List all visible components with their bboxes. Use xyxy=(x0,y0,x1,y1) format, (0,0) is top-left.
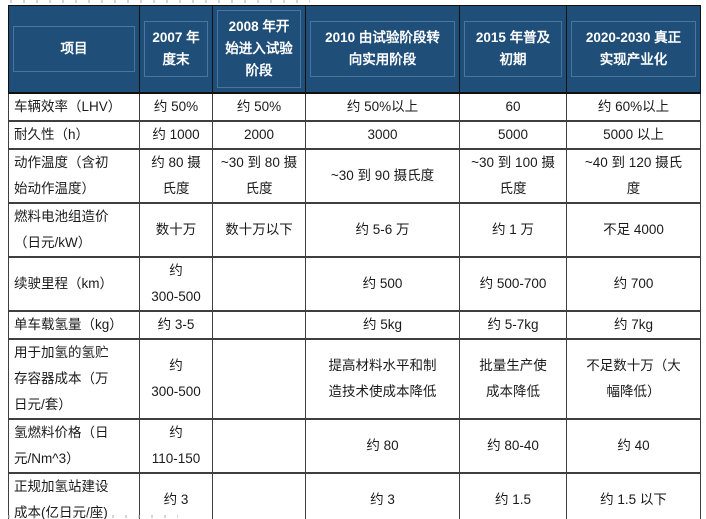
table-body: 车辆效率（LHV） 约 50% 约 50% 约 50%以上 60 约 60%以上… xyxy=(8,92,701,519)
row-label: 燃料电池组造价 （日元/kW） xyxy=(8,202,140,258)
col-header-label: 项目 xyxy=(60,41,88,56)
table-cell: 约 50% xyxy=(212,92,306,122)
table-cell: 约 3 xyxy=(139,472,213,519)
col-header-2015: 2015 年普及 初期 xyxy=(459,5,567,94)
table-row-operating-temperature: 动作温度（含初 始动作温度） 约 80 摄 氏度 ~30 到 80 摄 氏度 ~… xyxy=(8,148,701,204)
table-cell: 约 300-500 xyxy=(139,256,213,312)
header-box: 项目 xyxy=(13,26,135,72)
col-header-label: 2020-2030 真正 实现产业化 xyxy=(585,30,682,67)
table-header: 项目 2007 年 度末 2008 年开 始进入试验 阶段 2010 由试验阶段… xyxy=(8,5,701,94)
table-row-stack-cost: 燃料电池组造价 （日元/kW） 数十万 数十万以下 约 5-6 万 约 1 万 … xyxy=(8,202,701,258)
table-cell xyxy=(212,338,306,420)
table-row-refueling-station-cost: 正规加氢站建设 成本(亿日元/座) 约 3 约 3 约 1.5 约 1.5 以下 xyxy=(8,472,701,519)
table-cell: 约 50% xyxy=(139,92,213,122)
table-cell: 不足数十万（大 幅降低） xyxy=(566,338,701,420)
table-cell: 约 7kg xyxy=(566,310,701,340)
table-row-driving-range: 续驶里程（km） 约 300-500 约 500 约 500-700 约 700 xyxy=(8,256,701,312)
row-label: 动作温度（含初 始动作温度） xyxy=(8,148,140,204)
table-cell: 约 500 xyxy=(305,256,460,312)
table-cell: 3000 xyxy=(305,120,460,150)
header-box: 2008 年开 始进入试验 阶段 xyxy=(217,10,301,88)
table-row-durability: 耐久性（h） 约 1000 2000 3000 5000 5000 以上 xyxy=(8,120,701,150)
table-cell: 约 5kg xyxy=(305,310,460,340)
table-cell xyxy=(212,256,306,312)
col-header-2020-2030: 2020-2030 真正 实现产业化 xyxy=(566,5,701,94)
table-cell: ~40 到 120 摄氏 度 xyxy=(566,148,701,204)
table-cell: 数十万 xyxy=(139,202,213,258)
table-row-hydrogen-capacity: 单车载氢量（kg） 约 3-5 约 5kg 约 5-7kg 约 7kg xyxy=(8,310,701,340)
table-cell: 5000 以上 xyxy=(566,120,701,150)
table-cell: 约 5-6 万 xyxy=(305,202,460,258)
table-cell: 约 110-150 xyxy=(139,418,213,474)
col-header-label: 2008 年开 始进入试验 阶段 xyxy=(225,19,293,78)
row-label: 耐久性（h） xyxy=(8,120,140,150)
table-cell: 提高材料水平和制 造技术使成本降低 xyxy=(305,338,460,420)
table-cell: 约 50%以上 xyxy=(305,92,460,122)
table-row-vehicle-efficiency: 车辆效率（LHV） 约 50% 约 50% 约 50%以上 60 约 60%以上 xyxy=(8,92,701,122)
table-cell: 约 1.5 xyxy=(459,472,567,519)
table-cell: 约 500-700 xyxy=(459,256,567,312)
header-box: 2010 由试验阶段转 向实用阶段 xyxy=(310,21,455,77)
table-cell: 约 3-5 xyxy=(139,310,213,340)
col-header-label: 2010 由试验阶段转 向实用阶段 xyxy=(325,30,440,67)
table-cell: 约 300-500 xyxy=(139,338,213,420)
row-label: 正规加氢站建设 成本(亿日元/座) xyxy=(8,472,140,519)
table-row-hydrogen-fuel-price: 氢燃料价格（日 元/Nm^3） 约 110-150 约 80 约 80-40 约… xyxy=(8,418,701,474)
col-header-label: 2007 年 度末 xyxy=(152,30,200,67)
table-cell: 2000 xyxy=(212,120,306,150)
table-cell: 批量生产使 成本降低 xyxy=(459,338,567,420)
row-label: 续驶里程（km） xyxy=(8,256,140,312)
cut-off-text-sliver-bottom xyxy=(8,515,178,518)
row-label: 氢燃料价格（日 元/Nm^3） xyxy=(8,418,140,474)
table-cell: 60 xyxy=(459,92,567,122)
table-cell: 约 700 xyxy=(566,256,701,312)
row-label: 单车载氢量（kg） xyxy=(8,310,140,340)
table-cell: ~30 到 80 摄 氏度 xyxy=(212,148,306,204)
header-box: 2020-2030 真正 实现产业化 xyxy=(571,21,696,77)
table-cell: 5000 xyxy=(459,120,567,150)
table-cell: 约 1 万 xyxy=(459,202,567,258)
cut-off-text-sliver-top xyxy=(10,0,310,3)
row-label: 车辆效率（LHV） xyxy=(8,92,140,122)
table-cell: 不足 4000 xyxy=(566,202,701,258)
header-row: 项目 2007 年 度末 2008 年开 始进入试验 阶段 2010 由试验阶段… xyxy=(8,5,701,94)
header-box: 2007 年 度末 xyxy=(144,21,208,77)
table-cell: 约 1.5 以下 xyxy=(566,472,701,519)
header-box: 2015 年普及 初期 xyxy=(464,21,562,77)
col-header-label: 2015 年普及 初期 xyxy=(475,30,551,67)
table-cell: 约 80-40 xyxy=(459,418,567,474)
table-cell xyxy=(212,310,306,340)
col-header-2008: 2008 年开 始进入试验 阶段 xyxy=(212,5,306,94)
table-row-storage-container-cost: 用于加氢的氢贮 存容器成本（万 日元/套） 约 300-500 提高材料水平和制… xyxy=(8,338,701,420)
table-cell: ~30 到 90 摄氏度 xyxy=(305,148,460,204)
table-cell: 约 60%以上 xyxy=(566,92,701,122)
row-label: 用于加氢的氢贮 存容器成本（万 日元/套） xyxy=(8,338,140,420)
table-cell: 数十万以下 xyxy=(212,202,306,258)
col-header-2007: 2007 年 度末 xyxy=(139,5,213,94)
table-cell: 约 5-7kg xyxy=(459,310,567,340)
fuel-cell-roadmap-table: 项目 2007 年 度末 2008 年开 始进入试验 阶段 2010 由试验阶段… xyxy=(8,5,701,519)
table-cell: 约 3 xyxy=(305,472,460,519)
table-cell: 约 80 摄 氏度 xyxy=(139,148,213,204)
table-cell: 约 1000 xyxy=(139,120,213,150)
table-cell xyxy=(212,472,306,519)
table-cell: ~30 到 100 摄 氏度 xyxy=(459,148,567,204)
table-cell: 约 80 xyxy=(305,418,460,474)
table-cell xyxy=(212,418,306,474)
table-cell: 约 40 xyxy=(566,418,701,474)
col-header-2010: 2010 由试验阶段转 向实用阶段 xyxy=(305,5,460,94)
col-header-item: 项目 xyxy=(8,5,140,94)
